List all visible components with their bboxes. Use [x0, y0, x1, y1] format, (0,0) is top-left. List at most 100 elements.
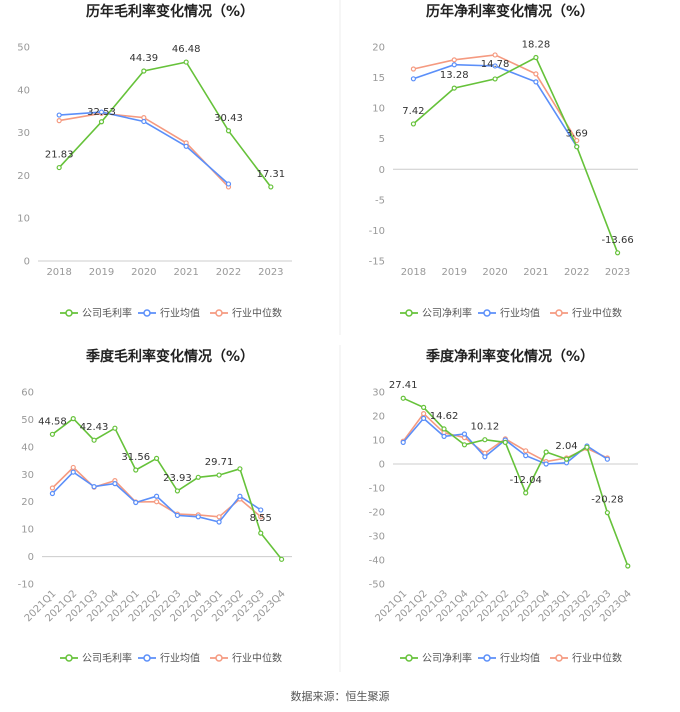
data-point-0 — [195, 474, 201, 480]
legend-swatch-marker — [405, 654, 413, 662]
data-point-2 — [421, 411, 427, 417]
data-point-0 — [410, 121, 417, 127]
legend-swatch-marker — [405, 309, 413, 317]
data-point-1 — [195, 514, 201, 520]
data-point-1 — [523, 453, 529, 459]
data-point-1 — [461, 431, 468, 437]
data-point-0 — [183, 59, 189, 65]
x-tick-label: 2020 — [131, 267, 156, 278]
data-point-0 — [584, 444, 590, 450]
legend-label: 公司毛利率 — [82, 652, 132, 665]
data-point-1 — [400, 439, 406, 445]
legend-swatch-marker — [143, 654, 151, 662]
data-point-0 — [98, 119, 105, 125]
data-point-0 — [153, 455, 160, 461]
legend-label: 行业均值 — [500, 652, 540, 665]
legend-swatch-marker — [143, 309, 151, 317]
legend-swatch-marker — [215, 309, 223, 317]
data-point-0 — [625, 563, 631, 569]
data-label: 46.48 — [172, 44, 201, 55]
data-point-0 — [112, 425, 118, 431]
data-label: 44.39 — [130, 53, 159, 64]
data-point-1 — [133, 499, 139, 506]
data-point-1 — [441, 433, 447, 439]
data-point-0 — [533, 54, 539, 61]
y-tick-label: -15 — [369, 257, 385, 268]
data-label: 44.58 — [38, 416, 67, 427]
data-label: 30.43 — [214, 113, 243, 124]
data-point-1 — [410, 76, 417, 82]
data-source: 数据来源：恒生聚源 — [291, 689, 390, 703]
data-label: 31.56 — [121, 452, 150, 463]
data-label: -13.66 — [601, 235, 633, 246]
y-tick-label: 40 — [17, 85, 30, 96]
y-tick-label: 40 — [21, 442, 34, 453]
data-point-0 — [268, 184, 274, 190]
data-point-2 — [56, 118, 62, 124]
data-label: 21.83 — [45, 150, 74, 161]
legend-swatch-marker — [483, 654, 491, 662]
x-tick-label: 2018 — [401, 267, 426, 278]
data-point-0 — [91, 437, 97, 443]
data-point-0 — [400, 395, 406, 401]
data-point-2 — [70, 464, 76, 471]
legend-label: 行业中位数 — [232, 307, 282, 320]
y-tick-label: 0 — [24, 257, 30, 268]
y-tick-label: -50 — [369, 580, 385, 591]
y-tick-label: 30 — [21, 470, 34, 481]
legend-swatch-marker — [65, 309, 73, 317]
legend-label: 行业均值 — [500, 307, 540, 320]
data-point-0 — [574, 144, 580, 150]
data-point-0 — [174, 488, 181, 494]
data-label: 27.41 — [389, 380, 418, 391]
data-point-1 — [533, 79, 539, 85]
data-point-1 — [543, 461, 549, 467]
data-point-0 — [421, 404, 427, 410]
data-point-1 — [174, 512, 181, 519]
data-point-0 — [56, 164, 62, 171]
data-point-0 — [563, 456, 570, 462]
chart-2: 历年净利率变化情况（%） -15 -10 -5 0 5 10 15 20 2018 2019 2020… — [369, 3, 638, 320]
data-point-2 — [153, 499, 160, 505]
y-tick-label: 30 — [17, 128, 30, 139]
data-label: 14.62 — [430, 411, 459, 422]
x-tick-label: 2021 — [173, 267, 198, 278]
data-point-1 — [183, 143, 189, 149]
data-point-0 — [441, 426, 447, 432]
data-point-1 — [258, 507, 264, 513]
legend-label: 行业均值 — [160, 307, 200, 320]
chart-3: 季度毛利率变化情况（%）-1001020304050602021Q12021Q2… — [18, 348, 292, 665]
series-line-0 — [402, 397, 629, 567]
y-tick-label: 30 — [372, 388, 385, 399]
x-tick-label: 2021 — [523, 267, 548, 278]
x-tick-label: 2023 — [258, 267, 283, 278]
y-tick-label: 10 — [17, 214, 30, 225]
data-point-1 — [98, 109, 105, 115]
data-point-0 — [614, 250, 621, 256]
y-tick-label: 60 — [21, 388, 34, 399]
data-point-0 — [543, 449, 549, 455]
y-tick-label: 0 — [379, 460, 385, 471]
x-tick-label: 2019 — [89, 267, 114, 278]
y-tick-label: 10 — [372, 436, 385, 447]
data-label: 42.43 — [80, 422, 109, 433]
data-point-0 — [502, 439, 508, 445]
legend-label: 行业中位数 — [572, 307, 622, 320]
legend-swatch-marker — [65, 654, 73, 662]
data-point-2 — [410, 66, 417, 72]
data-label: 10.12 — [471, 422, 500, 433]
data-point-1 — [49, 490, 56, 497]
chart-title: 历年净利率变化情况（%） — [426, 3, 594, 20]
y-tick-label: 0 — [379, 165, 385, 176]
data-point-0 — [523, 490, 529, 496]
data-point-0 — [225, 128, 232, 134]
data-label: 13.28 — [440, 70, 469, 81]
y-tick-label: -40 — [369, 556, 385, 567]
y-tick-label: 20 — [372, 43, 385, 54]
data-point-1 — [153, 493, 160, 499]
data-point-0 — [604, 510, 610, 516]
y-tick-label: 0 — [28, 552, 34, 563]
data-point-1 — [216, 519, 222, 525]
series-line-2 — [59, 112, 230, 188]
